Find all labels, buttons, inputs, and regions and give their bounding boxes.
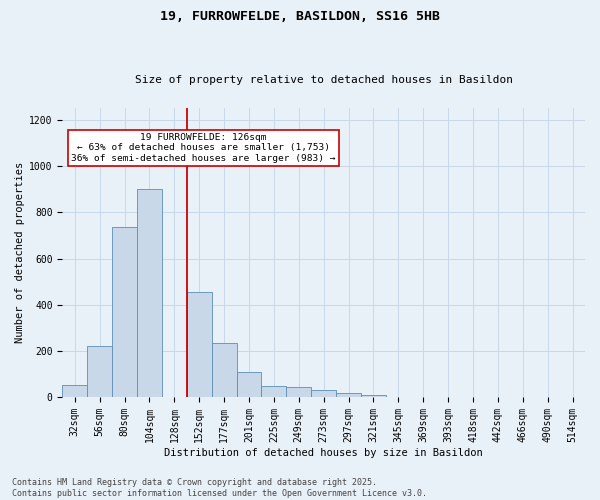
Y-axis label: Number of detached properties: Number of detached properties: [15, 162, 25, 344]
Bar: [286, 386, 311, 397]
Bar: [212, 342, 236, 397]
Bar: [87, 346, 112, 397]
Bar: [262, 386, 286, 397]
Bar: [361, 394, 386, 397]
Bar: [137, 190, 162, 397]
Text: Contains HM Land Registry data © Crown copyright and database right 2025.
Contai: Contains HM Land Registry data © Crown c…: [12, 478, 427, 498]
Bar: [236, 372, 262, 397]
Bar: [187, 292, 212, 397]
Title: Size of property relative to detached houses in Basildon: Size of property relative to detached ho…: [134, 76, 512, 86]
X-axis label: Distribution of detached houses by size in Basildon: Distribution of detached houses by size …: [164, 448, 483, 458]
Bar: [62, 386, 87, 397]
Bar: [336, 393, 361, 397]
Text: 19, FURROWFELDE, BASILDON, SS16 5HB: 19, FURROWFELDE, BASILDON, SS16 5HB: [160, 10, 440, 23]
Text: 19 FURROWFELDE: 126sqm
← 63% of detached houses are smaller (1,753)
36% of semi-: 19 FURROWFELDE: 126sqm ← 63% of detached…: [71, 133, 336, 163]
Bar: [112, 228, 137, 397]
Bar: [311, 390, 336, 397]
